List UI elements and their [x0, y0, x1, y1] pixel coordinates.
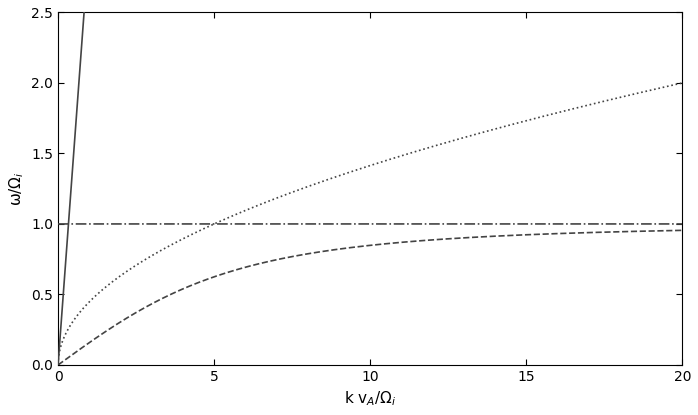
Y-axis label: ω/Ω$_i$: ω/Ω$_i$ — [7, 171, 26, 206]
X-axis label: k v$_A$/Ω$_i$: k v$_A$/Ω$_i$ — [344, 389, 396, 408]
